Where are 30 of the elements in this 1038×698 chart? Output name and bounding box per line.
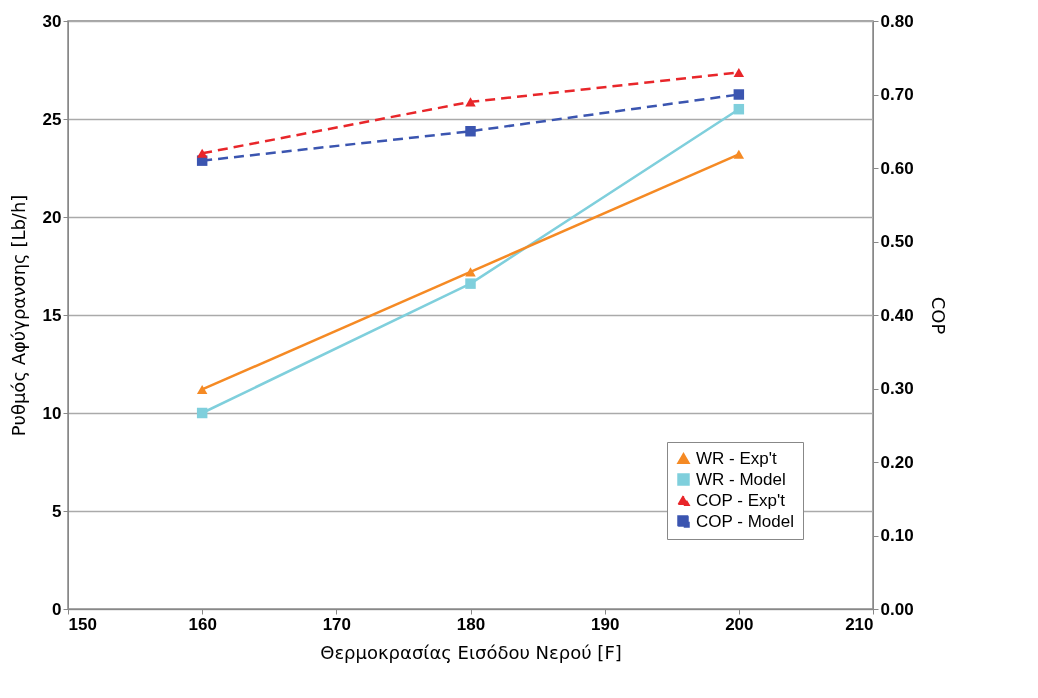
y-tick-label: 0 (52, 599, 62, 619)
x-tick-label: 210 (845, 614, 874, 634)
x-tick-label: 170 (322, 614, 352, 634)
y2-tick-label: 0.70 (880, 85, 914, 104)
legend-label: COP - Exp't (696, 490, 786, 510)
y2-tick-label: 0.60 (880, 158, 914, 178)
x-axis-title: Θερμοκρασίας Εισόδου Νερού [F] (320, 641, 622, 663)
y2-tick-label: 0.50 (880, 232, 914, 251)
y-tick-label: 20 (42, 207, 62, 227)
y2-tick-label: 0.40 (880, 305, 914, 325)
y2-tick-label: 0.00 (880, 599, 914, 619)
legend-label: COP - Model (696, 511, 794, 531)
y2-axis-title: COP (927, 296, 949, 335)
y2-tick-label: 0.20 (880, 452, 914, 472)
x-tick-label: 150 (68, 614, 97, 634)
y2-tick-label: 0.80 (880, 11, 914, 31)
x-tick-label: 160 (188, 614, 217, 634)
y-axis-title: Ρυθμός Αφύγρανσης [Lb/h] (7, 194, 29, 437)
y-tick-label: 10 (42, 403, 62, 423)
y-tick-label: 5 (52, 501, 62, 521)
y2-tick-label: 0.30 (880, 379, 914, 398)
y-tick-label: 15 (42, 305, 62, 325)
legend-label: WR - Model (696, 469, 786, 489)
x-tick-label: 180 (456, 614, 486, 634)
x-tick-label: 200 (725, 614, 754, 634)
y-tick-label: 30 (42, 11, 62, 31)
y-tick-label: 25 (42, 109, 62, 129)
x-tick-label: 190 (590, 614, 620, 634)
y2-tick-label: 0.10 (880, 526, 914, 545)
legend-label: WR - Exp't (696, 448, 777, 468)
